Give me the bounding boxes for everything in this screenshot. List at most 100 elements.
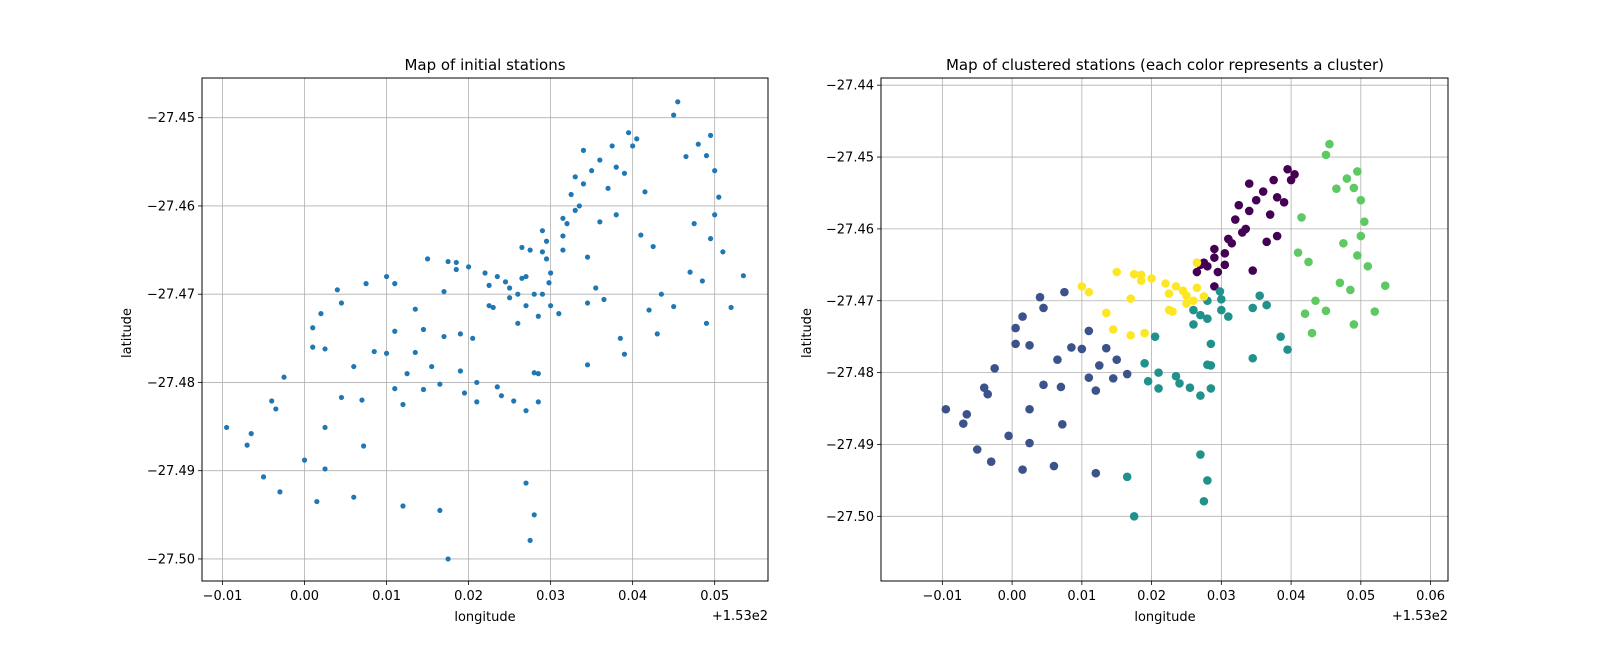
cluster-point xyxy=(1154,384,1163,393)
cluster-point xyxy=(1325,139,1334,149)
chart-title: Map of initial stations xyxy=(404,56,565,74)
y-tick-label: −27.50 xyxy=(826,510,874,525)
y-tick-label: −27.47 xyxy=(826,294,874,309)
clustered-stations-plot: Map of clustered stations (each color re… xyxy=(800,56,1449,625)
cluster-point xyxy=(1084,287,1094,297)
station-point xyxy=(560,247,566,253)
station-point xyxy=(703,320,710,326)
station-point xyxy=(593,285,599,291)
station-point xyxy=(543,238,550,244)
station-point xyxy=(658,291,664,297)
cluster-point xyxy=(1126,294,1135,303)
cluster-point xyxy=(1168,307,1177,316)
station-point xyxy=(597,219,603,225)
cluster-point xyxy=(1307,328,1317,338)
x-tick-label: 0.02 xyxy=(1137,589,1166,604)
station-point xyxy=(322,346,328,352)
cluster-point xyxy=(972,445,982,454)
station-point xyxy=(535,399,541,405)
cluster-point xyxy=(1248,353,1258,363)
station-point xyxy=(613,164,619,170)
x-tick-label: 0.00 xyxy=(290,589,319,604)
cluster-point xyxy=(1058,420,1067,429)
station-point xyxy=(383,350,390,356)
station-point xyxy=(531,291,537,297)
station-point xyxy=(621,170,628,176)
y-tick-label: −27.47 xyxy=(147,288,195,303)
station-point xyxy=(642,189,648,195)
cluster-point xyxy=(1192,258,1202,267)
x-tick-label: 0.06 xyxy=(1416,589,1445,604)
cluster-point xyxy=(1039,380,1048,390)
station-point xyxy=(363,281,369,287)
cluster-point xyxy=(1112,267,1122,277)
cluster-point xyxy=(1154,368,1163,377)
cluster-point xyxy=(1251,195,1261,205)
station-point xyxy=(523,480,529,486)
cluster-point xyxy=(1189,320,1198,329)
cluster-point xyxy=(1321,150,1331,160)
station-point xyxy=(650,243,656,250)
station-point xyxy=(531,370,537,376)
cluster-point xyxy=(1370,307,1380,316)
station-point xyxy=(507,295,513,301)
station-point xyxy=(301,457,308,463)
cluster-point xyxy=(1004,431,1013,441)
y-tick-label: −27.48 xyxy=(826,366,874,381)
cluster-point xyxy=(983,389,993,399)
station-point xyxy=(420,386,427,393)
station-point xyxy=(486,303,492,309)
station-point xyxy=(531,512,537,518)
station-point xyxy=(515,291,521,297)
cluster-point xyxy=(1269,175,1278,185)
chart-title: Map of clustered stations (each color re… xyxy=(946,56,1384,74)
cluster-point xyxy=(1356,195,1366,205)
station-point xyxy=(519,244,525,251)
cluster-point xyxy=(1182,299,1191,308)
station-point xyxy=(630,143,636,149)
station-point xyxy=(260,474,267,480)
cluster-point xyxy=(1206,361,1216,370)
cluster-point xyxy=(1129,512,1139,521)
station-point xyxy=(383,273,390,280)
station-point xyxy=(334,287,340,293)
station-point xyxy=(498,393,505,399)
station-point xyxy=(392,281,398,287)
station-point xyxy=(310,325,316,331)
cluster-point xyxy=(1171,282,1181,291)
x-offset-text: +1.53e2 xyxy=(712,609,768,624)
cluster-point xyxy=(1349,320,1359,329)
x-offset-text: +1.53e2 xyxy=(1392,609,1448,624)
cluster-point xyxy=(1283,345,1292,354)
cluster-point xyxy=(1360,217,1369,227)
x-tick-label: 0.05 xyxy=(1346,589,1375,604)
station-point xyxy=(638,232,644,238)
y-tick-label: −27.49 xyxy=(147,464,195,479)
station-point xyxy=(412,349,418,356)
station-point xyxy=(671,303,677,310)
station-point xyxy=(683,153,689,160)
cluster-point xyxy=(1171,371,1181,381)
cluster-point xyxy=(1122,369,1132,379)
station-point xyxy=(543,256,550,262)
cluster-point xyxy=(1349,183,1359,193)
station-point xyxy=(720,249,726,255)
cluster-point xyxy=(1265,210,1275,219)
station-point xyxy=(671,112,677,118)
x-tick-label: 0.04 xyxy=(1277,589,1306,604)
station-point xyxy=(338,300,345,306)
station-point xyxy=(392,386,398,392)
station-point xyxy=(560,233,566,239)
station-point xyxy=(687,269,693,275)
station-point xyxy=(424,256,431,262)
cluster-point xyxy=(1175,379,1184,388)
data-points xyxy=(941,139,1390,521)
cluster-point xyxy=(1203,476,1212,485)
cluster-point xyxy=(1356,231,1366,241)
cluster-point xyxy=(1353,251,1362,260)
initial-stations-plot: Map of initial stations longitude latitu… xyxy=(120,56,769,625)
station-point xyxy=(691,221,697,227)
station-point xyxy=(486,282,492,288)
cluster-point xyxy=(1220,249,1230,258)
station-point xyxy=(351,494,357,500)
